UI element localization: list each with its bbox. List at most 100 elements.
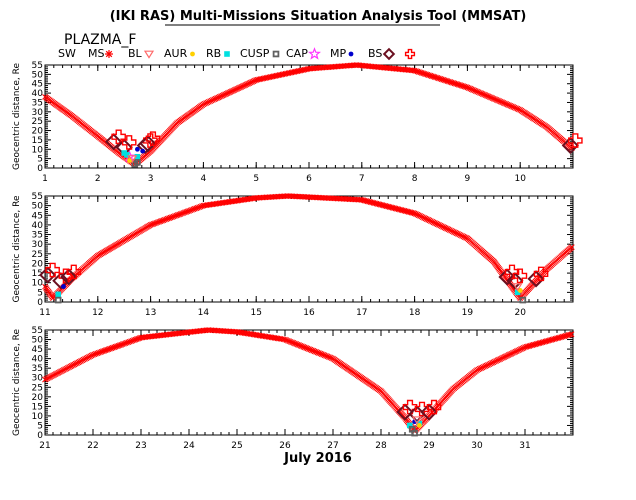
marker-cusp xyxy=(519,296,527,304)
orbit-mark xyxy=(321,352,328,359)
orbit-mark xyxy=(320,351,326,358)
orbit-mark xyxy=(284,337,291,344)
y-tick-label: 55 xyxy=(32,61,43,71)
orbit-mark xyxy=(369,199,375,206)
x-tick-label: 30 xyxy=(471,441,483,451)
marker-bs-cross xyxy=(145,131,161,146)
y-tick-label: 30 xyxy=(32,240,44,250)
orbit-mark xyxy=(497,356,504,362)
orbit-mark xyxy=(482,92,489,99)
orbit-mark xyxy=(446,227,453,233)
x-tick-label: 31 xyxy=(519,441,530,451)
orbit-mark xyxy=(437,222,444,229)
orbit-mark xyxy=(460,233,467,240)
orbit-mark xyxy=(506,102,512,109)
y-tick-label: 25 xyxy=(32,383,43,393)
orbit-mark xyxy=(502,353,509,360)
orbit-mark xyxy=(304,345,311,352)
orbit-mark xyxy=(380,202,387,209)
y-tick-label: 25 xyxy=(32,117,43,127)
x-tick-label: 9 xyxy=(465,174,471,184)
orbit-mark xyxy=(475,366,482,373)
orbit-mark xyxy=(426,217,433,224)
marker-bs xyxy=(39,266,57,284)
orbit-mark xyxy=(259,333,266,339)
orbit-mark xyxy=(508,350,515,357)
orbit-mark xyxy=(363,198,370,204)
marker-aur xyxy=(517,288,523,293)
orbit-mark xyxy=(433,74,439,81)
x-tick-label: 13 xyxy=(145,308,156,318)
marker-bs xyxy=(506,272,524,290)
orbit-mark xyxy=(370,199,377,206)
y-tick-label: 15 xyxy=(32,269,43,279)
orbit-mark xyxy=(474,367,480,373)
orbit-mark xyxy=(328,355,335,361)
orbit-mark xyxy=(515,106,522,113)
x-tick-label: 29 xyxy=(423,441,435,451)
orbit-mark xyxy=(500,99,507,106)
orbit-mark xyxy=(261,333,267,340)
x-tick-label: 22 xyxy=(87,441,98,451)
orbit-mark xyxy=(268,334,275,341)
orbit-mark xyxy=(283,337,290,343)
orbit-mark xyxy=(404,208,411,215)
orbit-mark xyxy=(427,218,434,224)
orbit-mark xyxy=(267,334,273,341)
y-axis-label: Geocentric distance, Re xyxy=(12,195,22,302)
orbit-mark xyxy=(367,199,374,205)
marker-bs xyxy=(396,403,414,421)
legend-label-bl: BL xyxy=(128,47,143,60)
orbit-mark xyxy=(478,90,485,97)
orbit-mark xyxy=(394,205,400,212)
orbit-mark xyxy=(453,80,459,87)
marker-rb xyxy=(134,153,141,160)
orbit-mark xyxy=(241,330,248,336)
legend: SW MS BL AUR RB CUSP CAP MP BS xyxy=(58,47,416,61)
orbit-mark xyxy=(492,96,499,103)
orbit-mark xyxy=(417,69,424,76)
x-tick-label: 1 xyxy=(42,174,48,184)
diamond-icon xyxy=(382,47,396,61)
marker-rb xyxy=(55,291,61,298)
orbit-mark xyxy=(364,198,371,205)
orbit-mark xyxy=(416,69,422,75)
orbit-mark xyxy=(422,215,429,222)
x-tick-label: 15 xyxy=(250,308,261,318)
orbit-mark xyxy=(414,211,421,218)
orbit-mark xyxy=(511,104,518,111)
orbit-mark xyxy=(252,331,258,338)
orbit-mark xyxy=(567,331,573,338)
orbit-mark xyxy=(490,95,497,102)
orbit-mark xyxy=(445,78,452,85)
orbit-mark xyxy=(471,87,478,94)
red-asterisk-icon xyxy=(105,50,113,58)
orbit-mark xyxy=(438,223,445,230)
orbit-mark xyxy=(426,72,432,79)
x-tick-label: 12 xyxy=(92,308,103,318)
orbit-mark xyxy=(360,197,367,204)
y-tick-label: 20 xyxy=(32,393,44,403)
orbit-mark xyxy=(497,98,504,105)
orbit-mark xyxy=(453,230,460,237)
orbit-mark xyxy=(478,365,484,371)
mission-name: PLAZMA_F xyxy=(64,32,136,48)
marker-bs-cross xyxy=(533,266,549,282)
orbit-mark xyxy=(476,365,483,372)
orbit-mark xyxy=(425,216,431,223)
x-tick-label: 8 xyxy=(412,174,418,184)
marker-mp xyxy=(61,284,66,289)
orbit-mark xyxy=(487,360,494,367)
y-tick-label: 35 xyxy=(32,231,43,241)
legend-label-bs: BS xyxy=(368,47,382,60)
orbit-mark xyxy=(418,213,425,220)
orbit-mark xyxy=(280,336,287,343)
x-tick-label: 10 xyxy=(514,174,526,184)
orbit-mark xyxy=(509,350,516,356)
orbit-mark xyxy=(455,231,461,237)
orbit-mark xyxy=(459,232,465,239)
orbit-mark xyxy=(410,210,416,216)
legend-label-mp: MP xyxy=(330,47,346,60)
orbit-trace xyxy=(42,193,575,301)
